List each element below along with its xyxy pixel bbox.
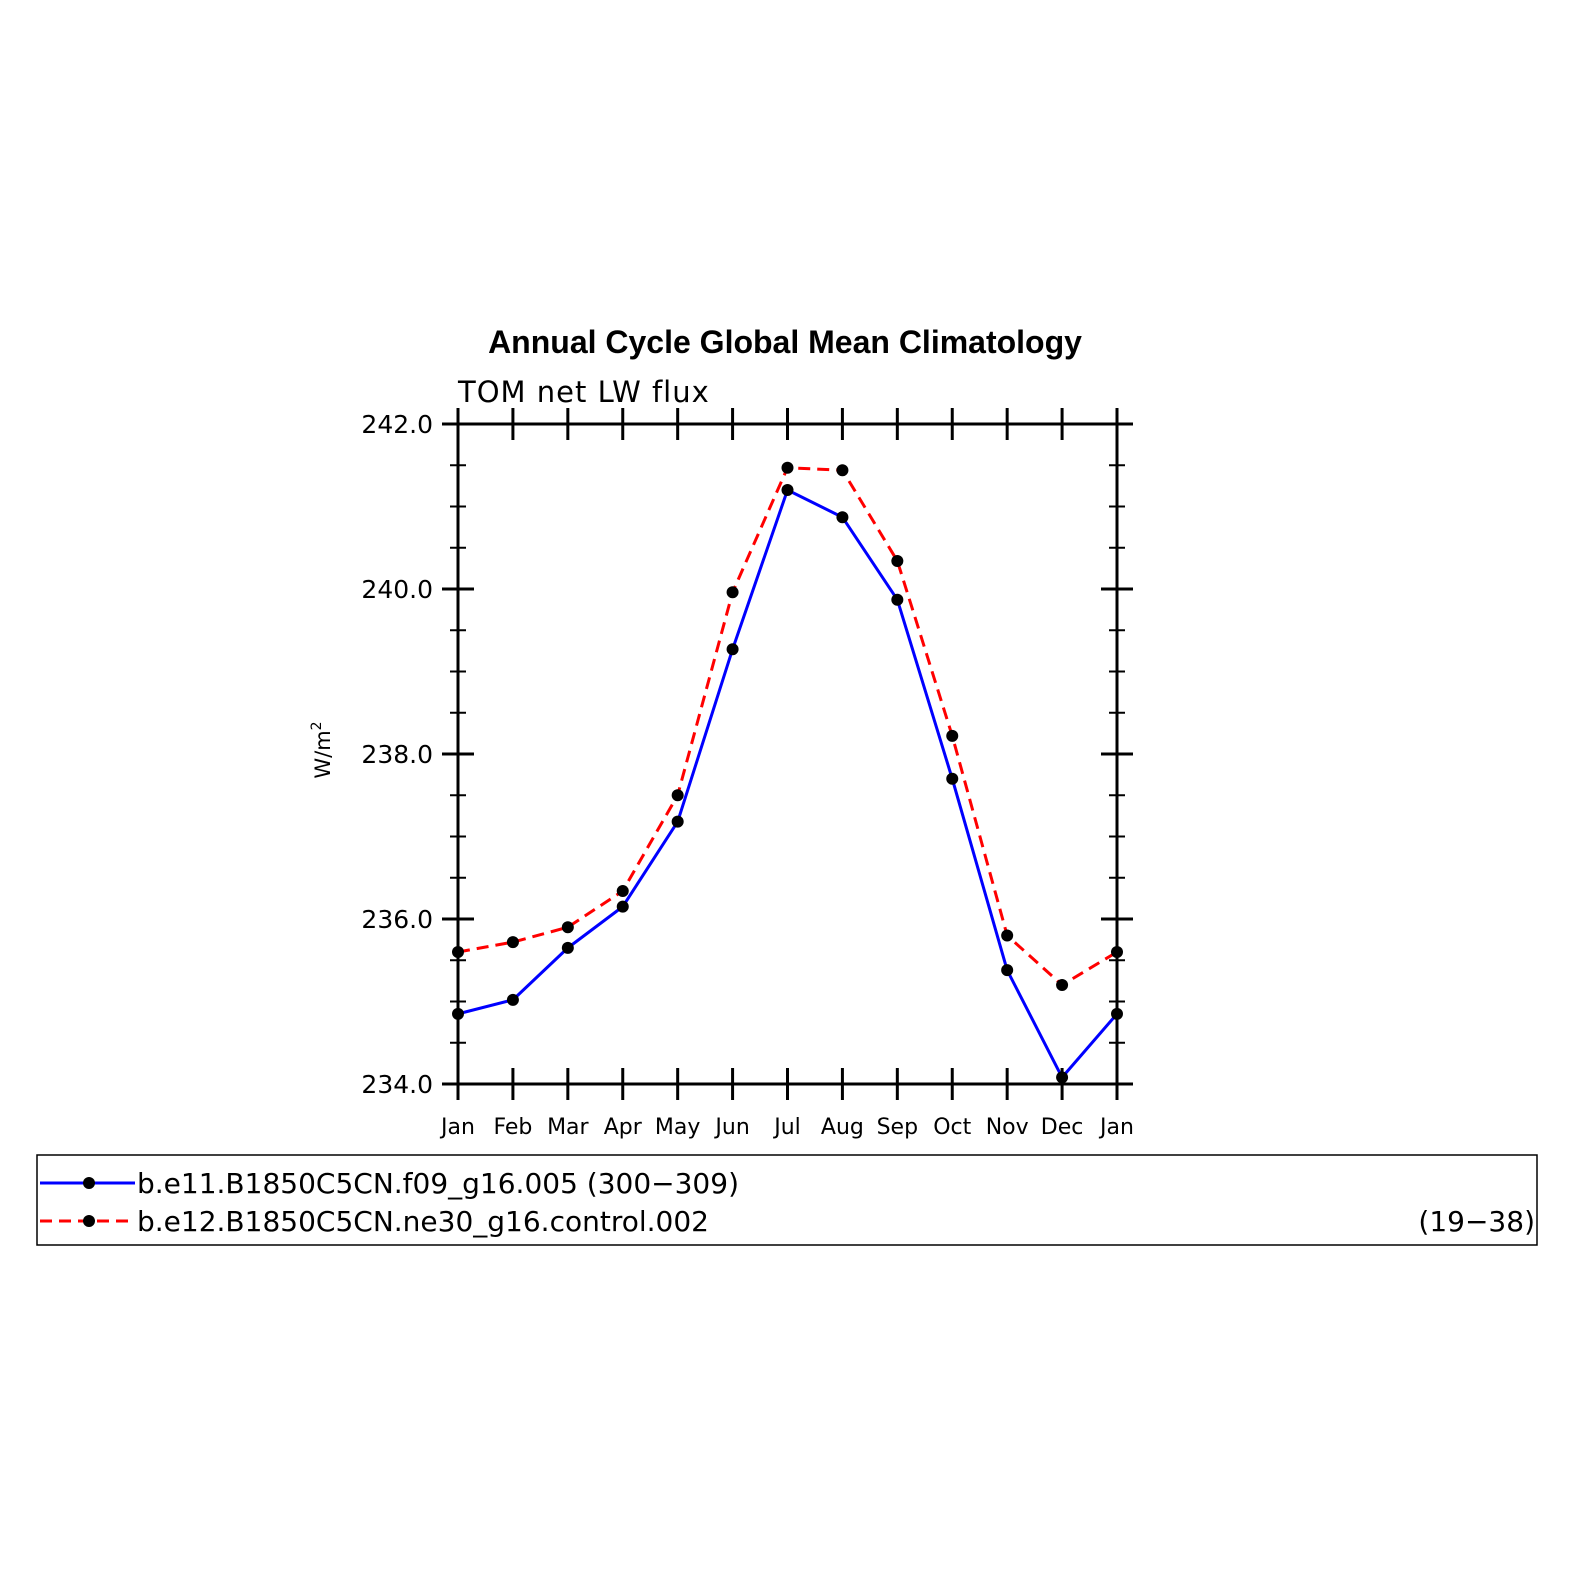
plot-frame (456, 422, 1119, 1086)
data-point-series-1 (616, 900, 629, 913)
y-tick-label: 238.0 (361, 740, 433, 769)
x-tick-label: Jan (439, 1115, 475, 1140)
data-point-series-1 (671, 815, 684, 828)
data-point-series-2 (452, 946, 464, 958)
data-point-series-1 (891, 593, 904, 606)
series-markers (452, 461, 1123, 1084)
data-point-series-1 (946, 772, 959, 785)
series-line-1 (457, 488, 1119, 1079)
chart-title: Annual Cycle Global Mean Climatology (488, 324, 1082, 360)
y-axis-label: W/m2 (309, 721, 335, 778)
legend-label-series-1: b.e11.B1850C5CN.f09_g16.005 (300−309) (137, 1167, 739, 1200)
x-tick-label: Sep (877, 1115, 918, 1140)
x-tick-label: Apr (604, 1115, 643, 1140)
data-point-series-2 (781, 461, 794, 474)
x-tick-label: Jul (772, 1115, 801, 1140)
data-point-series-2 (1111, 946, 1123, 958)
y-tick-label: 234.0 (361, 1070, 433, 1099)
legend-period-series-2: (19−38) (1418, 1205, 1535, 1238)
legend-marker-series-2 (83, 1215, 95, 1227)
data-point-series-1 (726, 643, 739, 656)
x-tick-label: Dec (1041, 1115, 1084, 1140)
y-axis-label-superscript: 2 (309, 721, 325, 730)
legend-box (36, 1154, 1538, 1246)
legend: b.e11.B1850C5CN.f09_g16.005 (300−309) b.e… (36, 1154, 1538, 1246)
y-tick-label: 240.0 (361, 575, 433, 604)
y-axis-label-unit: W/m (311, 730, 335, 778)
data-point-series-1 (1111, 1007, 1123, 1020)
chart-subtitle: TOM net LW flux (457, 375, 710, 409)
data-point-series-2 (616, 884, 629, 897)
data-point-series-2 (836, 464, 849, 477)
x-tick-label: Mar (547, 1115, 589, 1140)
data-point-series-2 (726, 586, 739, 599)
data-point-series-1 (836, 511, 849, 524)
legend-label-series-2: b.e12.B1850C5CN.ne30_g16.control.002 (137, 1205, 709, 1238)
y-tick-label: 242.0 (361, 410, 433, 439)
data-point-series-1 (561, 941, 574, 954)
data-point-series-1 (1001, 964, 1014, 977)
data-point-series-1 (452, 1007, 464, 1020)
data-point-series-1 (781, 484, 794, 496)
data-point-series-2 (671, 789, 684, 802)
x-tick-label: May (655, 1115, 700, 1140)
x-tick-label: Jun (713, 1115, 749, 1140)
x-tick-label: Nov (986, 1115, 1029, 1140)
series-lines (457, 466, 1119, 1079)
data-point-series-2 (561, 921, 574, 934)
legend-marker-series-1 (83, 1177, 95, 1189)
data-point-series-2 (1001, 929, 1014, 942)
axes: 234.0 236.0 238.0 240.0 242.0 Jan Feb Mar Apr May… (361, 408, 1134, 1140)
data-point-series-2 (1056, 979, 1069, 991)
series-line-2 (457, 466, 1118, 987)
x-tick-label: Jan (1098, 1115, 1134, 1140)
x-tick-label: Feb (493, 1115, 532, 1140)
data-point-series-2 (946, 729, 959, 742)
x-tick-label: Oct (933, 1115, 971, 1140)
x-tick-label: Aug (821, 1115, 864, 1140)
y-tick-label: 236.0 (361, 905, 433, 934)
data-point-series-1 (1056, 1071, 1069, 1084)
data-point-series-2 (891, 554, 904, 567)
data-point-series-1 (506, 993, 519, 1006)
data-point-series-2 (506, 936, 519, 949)
